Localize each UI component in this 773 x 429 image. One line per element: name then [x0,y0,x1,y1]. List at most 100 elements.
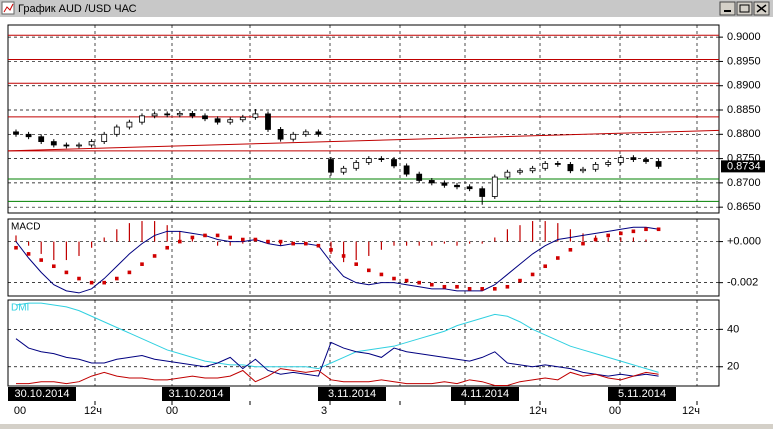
candle-body [441,182,448,186]
candle-body [567,164,574,172]
candle-body [277,129,284,140]
candle-body [76,144,82,147]
close-glyph [756,4,767,13]
signal-dot [593,237,598,242]
signal-dot [530,272,535,277]
signal-dot [606,233,610,238]
candle-body [63,144,70,147]
candle-body [391,159,397,167]
panel-frame [7,299,720,387]
candle-body [504,171,511,178]
candle-body [290,133,297,140]
trendline [7,129,720,152]
candle-body [88,141,95,146]
hour-label: 00 [166,405,178,417]
maximize-button[interactable] [736,1,753,16]
last-price-box [721,160,765,173]
panel-title: MACD [11,222,40,233]
y-tick-label: 0.8650 [727,201,761,213]
signal-dot [455,284,459,289]
signal-dot [367,268,371,273]
y-tick-label: 20 [727,361,739,373]
signal-dot [215,233,220,238]
signal-dot [77,276,81,281]
signal-dot [631,229,636,234]
candle-body [265,113,271,130]
candle-body [164,113,171,116]
window-buttons[interactable] [719,1,770,16]
y-tick-label: 0.9000 [727,31,761,43]
y-tick-label: +0.000 [727,235,761,247]
window-icon-graph [3,3,14,13]
candle-body [655,161,662,167]
signal-dot [152,254,157,258]
signal-dot [467,287,472,291]
signal-dot [644,227,648,232]
signal-dot [430,282,434,287]
hour-label: 3 [321,405,327,417]
candle-body [365,158,372,163]
signal-dot [656,227,661,232]
signal-dot [404,278,409,283]
date-box [162,387,230,401]
signal-dot [480,287,484,291]
signal-dot [228,235,232,240]
signal-dot [39,258,43,262]
candle-body [328,159,334,173]
signal-dot [543,264,547,269]
y-tick-label: 0.8700 [727,177,761,189]
signal-dot [518,278,522,283]
signal-dot [442,284,447,289]
minimize-button[interactable] [719,1,736,16]
y-tick-label: 0.8900 [727,80,761,92]
candle-body [454,184,460,188]
candle-body [239,116,246,121]
signal-dot [140,262,144,266]
signal-dot [354,262,358,266]
chart-layer: 0.90000.89500.89000.88500.88000.87500.87… [7,24,765,417]
candle-body [25,133,32,138]
signal-dot [178,239,182,244]
signal-dot [304,241,308,246]
macd-line [15,226,659,294]
candle-body [554,163,561,165]
signal-dot [619,231,623,236]
candle-body [491,176,498,197]
date-box [8,387,76,401]
panel-title: DMI [11,303,29,314]
date-label: 30.10.2014 [14,388,69,400]
candle-body [466,186,473,190]
candle-body [302,131,309,135]
signal-dot [115,276,119,281]
signal-dot [190,235,195,240]
signal-dot [165,245,169,250]
signal-dot [392,276,396,281]
signal-dot [505,284,510,289]
signal-dot [341,254,346,258]
signal-dot [89,280,94,285]
signal-dot [241,237,245,242]
candle-body [517,170,523,173]
plus-di-line [15,338,659,377]
signal-dot [329,248,333,252]
candle-body [643,159,649,162]
date-box [608,387,676,401]
y-tick-label: 0.8950 [727,55,761,67]
signal-dot [278,239,283,244]
signal-dot [316,243,321,248]
candle-body [13,131,19,135]
candle-body [252,113,259,118]
candle-body [378,158,385,160]
signal-dot [127,270,132,275]
candle-body [529,167,536,172]
signal-dot [253,237,258,242]
hour-label: 12ч [682,405,700,417]
candle-body [428,180,435,184]
signal-dot [379,272,384,277]
last-price-label: 0.8734 [727,160,761,172]
date-label: 31.10.2014 [168,388,223,400]
panel-frame [7,24,720,214]
adx-line [15,302,659,373]
y-tick-label: 40 [727,323,739,335]
